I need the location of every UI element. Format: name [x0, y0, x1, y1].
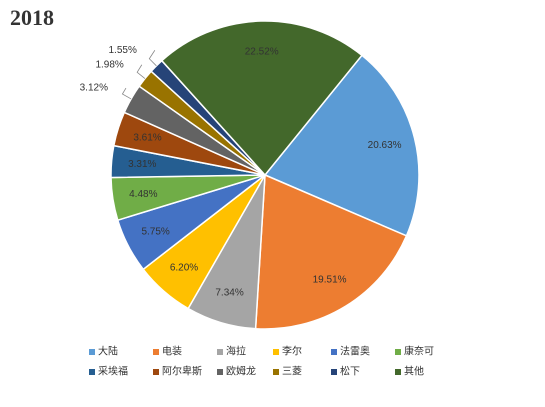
legend-label: 康奈可	[404, 345, 434, 358]
chart-title: 2018	[10, 5, 54, 30]
legend-swatch	[217, 369, 223, 375]
pie-slice	[263, 54, 420, 237]
legend-swatch	[331, 349, 337, 355]
data-label: 3.61%	[133, 133, 161, 144]
legend-swatch	[153, 349, 159, 355]
data-label: 20.63%	[368, 140, 402, 151]
data-label: 1.98%	[95, 59, 123, 70]
legend-swatch	[273, 369, 279, 375]
legend-label: 欧姆龙	[226, 365, 256, 378]
legend-label: 三菱	[282, 366, 302, 378]
data-label: 3.12%	[80, 83, 108, 94]
pie-slice	[160, 20, 363, 177]
data-label: 19.51%	[313, 275, 347, 286]
legend-swatch	[89, 349, 95, 355]
data-label: 3.31%	[128, 159, 156, 170]
legend-label: 阿尔卑斯	[162, 365, 202, 378]
legend-swatch	[217, 349, 223, 355]
leader-line	[121, 87, 132, 100]
leader-line	[148, 50, 157, 67]
legend-label: 采埃福	[98, 365, 128, 378]
legend-swatch	[273, 349, 279, 355]
leader-line	[136, 64, 146, 79]
data-label: 22.52%	[245, 46, 279, 57]
data-label: 5.75%	[141, 226, 169, 237]
legend-label: 大陆	[98, 345, 118, 358]
legend-swatch	[89, 369, 95, 375]
legend-label: 李尔	[282, 345, 302, 358]
pie-slice	[254, 173, 408, 330]
legend-label: 松下	[340, 365, 360, 378]
legend-swatch	[395, 349, 401, 355]
data-label: 7.34%	[215, 288, 243, 299]
data-label: 4.48%	[129, 189, 157, 200]
data-label: 6.20%	[170, 262, 198, 273]
legend-swatch	[331, 369, 337, 375]
legend-label: 电装	[162, 345, 182, 358]
legend-label: 海拉	[226, 345, 246, 358]
legend-swatch	[153, 369, 159, 375]
legend-label: 法雷奥	[340, 345, 370, 358]
legend-label: 其他	[404, 365, 424, 378]
data-label: 1.55%	[108, 45, 136, 56]
legend-swatch	[395, 369, 401, 375]
